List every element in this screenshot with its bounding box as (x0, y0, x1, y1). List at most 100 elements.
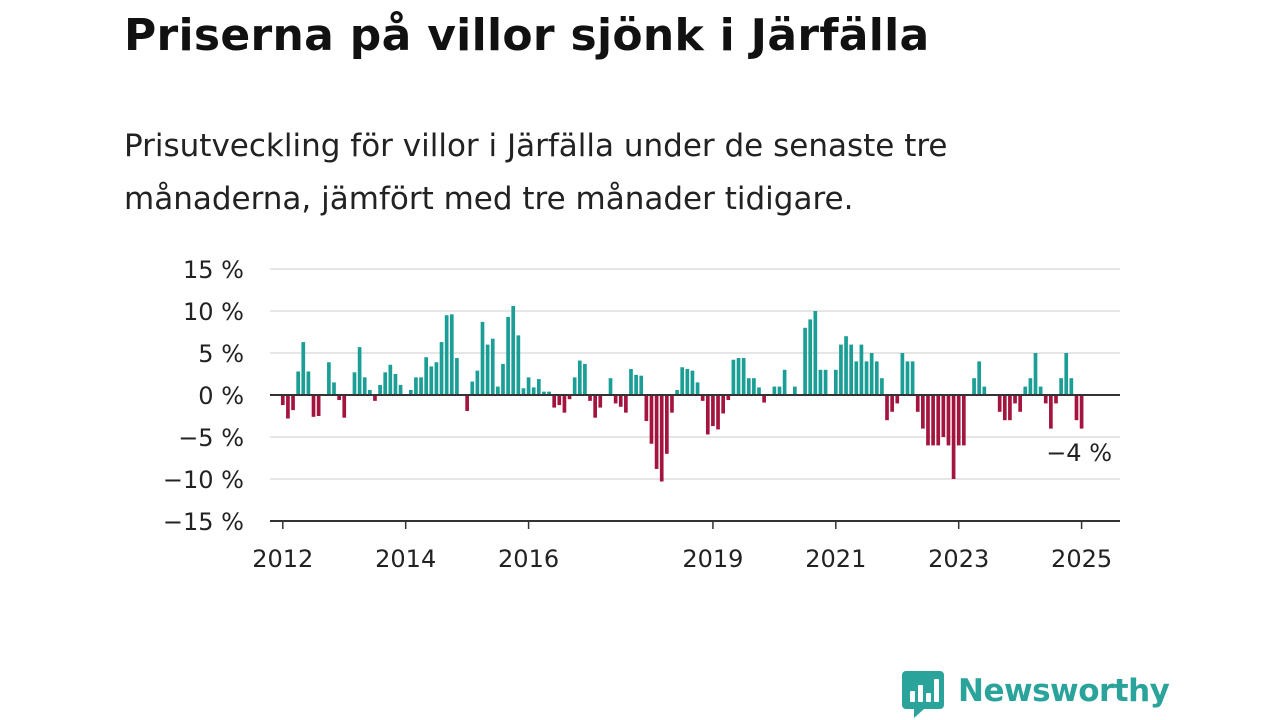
bar (680, 367, 685, 395)
bar (357, 347, 362, 395)
bar (905, 361, 910, 395)
bar (414, 377, 418, 395)
bar (705, 395, 710, 435)
bar (1079, 395, 1084, 429)
bar (368, 389, 372, 395)
bar (449, 314, 454, 395)
bar (977, 361, 982, 395)
bar (762, 395, 766, 403)
bar (490, 338, 495, 395)
bar (823, 369, 828, 395)
x-tick-label: 2016 (498, 545, 559, 573)
bar (900, 353, 905, 395)
bar (1033, 353, 1038, 395)
bar (1013, 395, 1017, 404)
bar (961, 395, 966, 446)
y-tick-label: 0 % (198, 382, 244, 410)
bar (844, 336, 848, 395)
bar (531, 387, 536, 395)
bar (777, 386, 782, 395)
bar (726, 395, 731, 401)
bar (946, 395, 951, 446)
x-tick-label: 2021 (805, 545, 866, 573)
bar (506, 316, 510, 395)
bar (1023, 386, 1028, 395)
bar (583, 363, 587, 395)
bar (1028, 378, 1033, 395)
chart-subtitle: Prisutveckling för villor i Järfälla und… (124, 128, 948, 217)
bar (1043, 395, 1048, 404)
bar (910, 361, 915, 395)
x-tick-label: 2025 (1051, 545, 1112, 573)
bar (1038, 386, 1043, 395)
bar (639, 375, 644, 395)
bar (793, 386, 797, 395)
y-tick-label: 5 % (198, 340, 244, 368)
bar (931, 395, 935, 446)
bar (936, 395, 941, 446)
bar (588, 395, 592, 401)
bar (1002, 395, 1007, 421)
bar (956, 395, 961, 446)
bar (649, 395, 654, 444)
bar (475, 370, 480, 395)
bar (521, 388, 526, 395)
x-tick-label: 2019 (682, 545, 743, 573)
bar (895, 395, 900, 404)
bar (373, 395, 377, 401)
bar (752, 378, 756, 395)
bar (741, 358, 746, 395)
bar (470, 381, 475, 395)
y-tick-label: −10 % (163, 466, 244, 494)
x-axis-tick-labels: 2012 2014 2016 2019 2021 2023 2025 (252, 521, 1112, 573)
bar (1008, 395, 1012, 421)
bar (434, 362, 439, 395)
bar (1049, 395, 1053, 429)
bar (659, 395, 664, 482)
bar (1059, 378, 1063, 395)
bar (839, 344, 843, 395)
bar (572, 377, 577, 395)
bar (296, 371, 301, 395)
bar (383, 372, 388, 395)
bar (567, 395, 572, 400)
bar (378, 384, 382, 395)
bar (654, 395, 659, 469)
bar (547, 391, 551, 395)
x-tick-label: 2023 (928, 545, 989, 573)
y-tick-label: 10 % (183, 298, 244, 326)
bar (398, 384, 403, 395)
bar (465, 395, 469, 411)
bar (859, 344, 864, 395)
bar (746, 378, 751, 395)
brand-name: Newsworthy (958, 673, 1170, 709)
bar (634, 374, 638, 395)
bar (1069, 378, 1074, 395)
bar (629, 368, 633, 395)
y-tick-label: 15 % (183, 256, 244, 284)
bar (670, 395, 674, 413)
bar (311, 395, 316, 417)
bar (301, 342, 306, 395)
bar (1064, 353, 1069, 395)
bar (951, 395, 956, 479)
bar (286, 395, 290, 419)
bar (915, 395, 920, 412)
bar (885, 395, 889, 421)
bar (731, 359, 736, 395)
bar (675, 389, 679, 395)
bar (455, 358, 459, 395)
bar (813, 311, 818, 395)
y-axis-tick-labels: 15 % 10 % 5 % 0 % −5 % −10 % −15 % (163, 256, 244, 536)
bar (644, 395, 649, 422)
bar (772, 386, 777, 395)
bar (501, 363, 505, 395)
bar (480, 321, 485, 395)
bar (280, 395, 285, 406)
bar (316, 395, 321, 416)
latest-value-annotation: −4 % (1046, 439, 1112, 467)
bar (869, 353, 874, 395)
bar (577, 360, 582, 395)
bar (972, 378, 976, 395)
